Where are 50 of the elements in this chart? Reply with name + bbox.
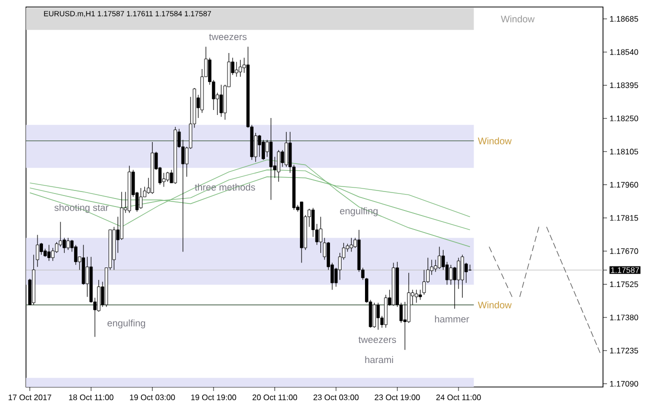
x-tick-label: 23 Oct 03:00 [314,394,359,400]
y-tick-label: 1.18105 [610,148,638,154]
candlestick [456,257,460,290]
x-tick-label: 24 Oct 11:00 [436,394,481,400]
y-tick-label: 1.17587 [611,267,640,273]
y-tick-label: 1.18250 [610,116,638,122]
y-tick-label: 1.18540 [610,49,638,55]
candlestick [414,289,418,304]
x-tick-label: 19 Oct 19:00 [191,394,236,400]
candlestick [350,238,353,252]
annotation: tweezers [209,34,247,40]
x-tick-label: 20 Oct 11:00 [252,394,298,400]
y-tick-label: 1.17525 [610,281,638,288]
annotation: tweezers [358,336,396,343]
candlestick [36,234,40,268]
annotation: harami [365,356,394,364]
candlestick [449,264,452,286]
candlestick [438,246,442,270]
y-tick-label: 1.17670 [610,248,638,254]
candlestick [234,62,238,78]
y-tick-label: 1.17960 [610,182,638,188]
x-tick-label: 19 Oct 03:00 [130,394,175,400]
band-label: Window [500,15,535,22]
y-tick-label: 1.17235 [610,348,638,354]
annotation: engulfing [108,319,146,328]
y-tick-label: 1.18395 [610,82,638,88]
annotation: hammer [435,315,470,322]
x-tick-label: 18 Oct 11:00 [69,394,114,400]
candlestick [460,254,464,298]
candlestick [47,244,51,262]
y-tick-label: 1.18685 [610,16,638,22]
x-tick-label: 23 Oct 19:00 [374,394,420,400]
y-tick-label: 1.17815 [610,215,638,221]
candlestick [276,150,280,182]
y-tick-label: 1.17090 [610,380,638,387]
y-tick-label: 1.17380 [610,314,638,320]
candlestick [139,188,142,210]
candlestick [376,302,380,330]
candlestick [258,134,262,158]
candlestick [166,172,170,182]
candlestick [66,238,70,250]
candlestick [372,302,376,328]
candlestick [284,132,288,168]
x-tick-label: 17 Oct 2017 [8,394,52,400]
ref-line-label: Window [478,137,512,144]
candlestick [51,248,54,262]
candlestick [220,84,223,118]
candlestick [238,60,242,78]
line-series [29,159,470,248]
ref-line-label: Window [478,301,512,308]
